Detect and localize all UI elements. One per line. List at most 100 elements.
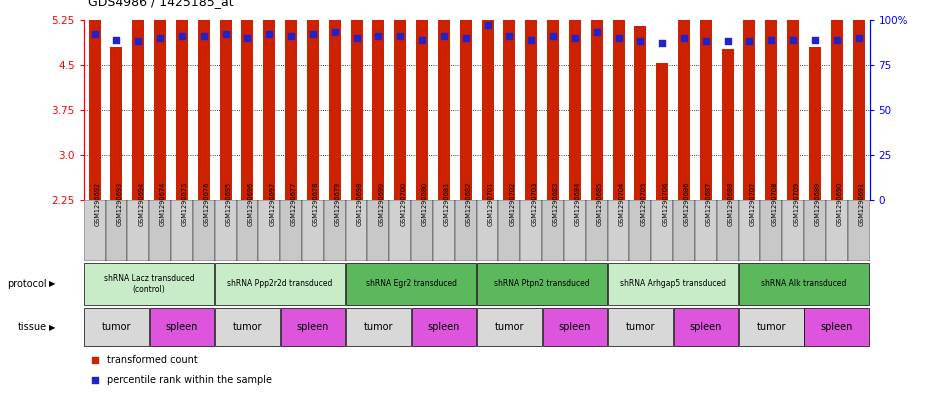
Point <box>786 37 801 43</box>
Bar <box>477 308 541 346</box>
Text: tissue: tissue <box>18 322 46 332</box>
Text: GSM1290698: GSM1290698 <box>356 181 363 226</box>
Bar <box>564 200 586 261</box>
Bar <box>302 200 324 261</box>
Bar <box>765 0 777 200</box>
Bar <box>281 308 345 346</box>
Text: GSM1290699: GSM1290699 <box>379 182 384 226</box>
Bar <box>236 200 259 261</box>
Text: GSM1290707: GSM1290707 <box>750 181 755 226</box>
Point <box>392 33 407 39</box>
Point <box>196 33 211 39</box>
Bar <box>739 263 870 305</box>
Bar <box>848 200 870 261</box>
Point <box>698 38 713 44</box>
Text: GSM1290674: GSM1290674 <box>160 181 166 226</box>
Point <box>546 33 561 39</box>
Bar <box>787 0 799 200</box>
Text: ▶: ▶ <box>49 279 56 288</box>
Bar <box>176 0 188 200</box>
Bar <box>608 308 672 346</box>
Point <box>349 35 364 41</box>
Text: ▶: ▶ <box>49 323 56 332</box>
Text: tumor: tumor <box>364 322 393 332</box>
Point <box>633 38 648 44</box>
Bar <box>215 308 280 346</box>
Text: GSM1290684: GSM1290684 <box>575 181 581 226</box>
Bar <box>346 200 367 261</box>
Bar <box>503 0 515 200</box>
Bar <box>215 263 345 305</box>
Bar <box>542 308 607 346</box>
Text: GSM1290678: GSM1290678 <box>312 181 319 226</box>
Point <box>611 35 626 41</box>
Text: GSM1290685: GSM1290685 <box>597 181 603 226</box>
Text: spleen: spleen <box>690 322 722 332</box>
Bar <box>367 200 390 261</box>
Text: GSM1290681: GSM1290681 <box>444 181 450 226</box>
Text: GSM1290703: GSM1290703 <box>531 181 538 226</box>
Point <box>305 31 320 37</box>
Bar <box>630 200 651 261</box>
Bar <box>390 200 411 261</box>
Bar <box>372 0 384 200</box>
Text: GSM1290691: GSM1290691 <box>858 182 865 226</box>
Text: GSM1290683: GSM1290683 <box>553 181 559 226</box>
Bar <box>328 0 340 200</box>
Bar <box>651 200 673 261</box>
Bar <box>438 0 450 200</box>
Text: shRNA Arhgap5 transduced: shRNA Arhgap5 transduced <box>620 279 726 288</box>
Point <box>502 33 517 39</box>
Point <box>284 33 299 39</box>
Bar <box>149 200 171 261</box>
Text: shRNA Egr2 transduced: shRNA Egr2 transduced <box>365 279 457 288</box>
Bar <box>154 0 166 200</box>
Bar <box>739 308 804 346</box>
Point <box>764 37 778 43</box>
Text: protocol: protocol <box>7 279 46 289</box>
Bar <box>455 200 476 261</box>
Text: tumor: tumor <box>626 322 655 332</box>
Point <box>415 37 430 43</box>
Text: spleen: spleen <box>166 322 198 332</box>
Point <box>262 31 277 37</box>
Text: GSM1290696: GSM1290696 <box>247 181 253 226</box>
Bar <box>127 200 149 261</box>
Bar <box>525 13 538 200</box>
Bar <box>259 200 280 261</box>
Text: shRNA Ptpn2 transduced: shRNA Ptpn2 transduced <box>495 279 590 288</box>
Point <box>88 357 103 364</box>
Bar <box>88 0 100 200</box>
Bar <box>84 200 105 261</box>
Bar <box>307 0 319 200</box>
Bar <box>695 200 717 261</box>
Point <box>480 22 495 28</box>
Point <box>830 37 844 43</box>
Text: GSM1290677: GSM1290677 <box>291 181 297 226</box>
Bar <box>657 63 668 200</box>
Bar <box>346 263 476 305</box>
Bar <box>547 0 559 200</box>
Bar <box>476 200 498 261</box>
Bar <box>215 200 236 261</box>
Bar <box>804 308 870 346</box>
Text: tumor: tumor <box>232 322 262 332</box>
Bar <box>105 200 127 261</box>
Text: tumor: tumor <box>101 322 131 332</box>
Bar <box>346 308 411 346</box>
Bar <box>607 200 630 261</box>
Bar <box>761 200 782 261</box>
Bar <box>613 17 625 200</box>
Bar <box>412 308 476 346</box>
Bar <box>782 200 804 261</box>
Text: tumor: tumor <box>495 322 525 332</box>
Text: GDS4986 / 1425185_at: GDS4986 / 1425185_at <box>88 0 234 8</box>
Text: GSM1290675: GSM1290675 <box>182 181 188 226</box>
Point <box>87 31 102 37</box>
Text: GSM1290680: GSM1290680 <box>422 181 428 226</box>
Bar <box>324 200 346 261</box>
Text: GSM1290705: GSM1290705 <box>641 181 646 226</box>
Text: spleen: spleen <box>428 322 460 332</box>
Bar <box>132 18 144 200</box>
Bar <box>219 0 232 200</box>
